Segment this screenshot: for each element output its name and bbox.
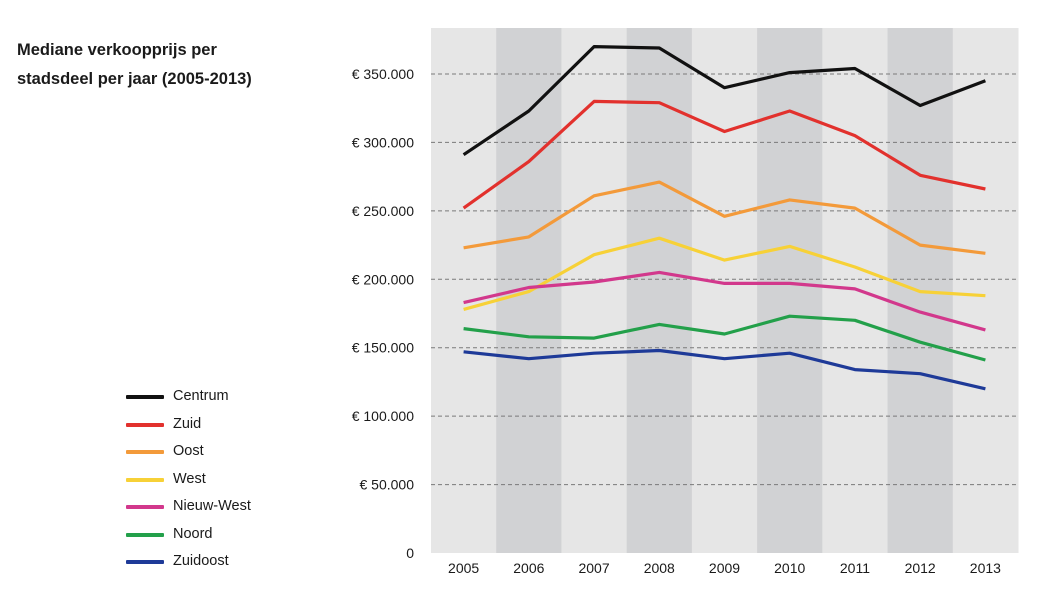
legend-label: Zuid (173, 415, 202, 432)
series-line-zuid (462, 99, 986, 210)
year-band-2008 (626, 28, 693, 553)
series-line-zuidoost (463, 348, 986, 391)
legend-label: Nieuw-West (173, 498, 251, 514)
x-tick-label: 2008 (644, 560, 675, 576)
legend-label: Noord (173, 525, 213, 542)
y-tick-label: € 350.000 (352, 66, 414, 82)
series-line-oost (463, 180, 986, 255)
legend-swatch (126, 505, 164, 509)
chart-title-line-1: Mediane verkoopprijs per (17, 41, 217, 59)
legend-swatch (126, 395, 164, 399)
x-tick-label: 2006 (513, 560, 544, 576)
x-tick-label: 2012 (905, 560, 936, 576)
x-tick-label: 2013 (970, 560, 1001, 576)
year-band-2005 (431, 28, 497, 553)
series-line-west (463, 236, 986, 311)
y-tick-label: € 250.000 (352, 203, 414, 219)
series-line-centrum (462, 44, 986, 157)
y-tick-label: € 300.000 (352, 134, 414, 150)
x-tick-label: 2011 (840, 560, 870, 576)
series-line-noord (463, 314, 986, 362)
legend-swatch (126, 450, 164, 454)
legend-swatch (126, 422, 164, 427)
year-band-2007 (561, 28, 628, 553)
legend-label: Zuidoost (173, 553, 229, 569)
chart-title: Mediane verkoopprijs per stadsdeel per j… (17, 36, 317, 94)
series-line-nieuw-west (463, 270, 986, 332)
y-tick-label: € 200.000 (352, 271, 414, 287)
legend-label: West (173, 470, 206, 487)
y-tick-label: € 100.000 (352, 408, 414, 424)
y-tick-label: € 150.000 (352, 340, 414, 356)
y-tick-label: € 50.000 (360, 477, 415, 493)
year-band-2009 (691, 28, 758, 553)
x-tick-label: 2009 (709, 560, 740, 576)
legend-swatch (126, 560, 164, 564)
legend-swatch (126, 477, 164, 482)
legend-label: Oost (173, 443, 204, 459)
y-tick-label: 0 (406, 545, 414, 561)
x-tick-label: 2010 (774, 560, 805, 576)
legend-label: Centrum (173, 388, 229, 404)
legend-swatch (126, 532, 164, 537)
chart-title-line-2: stadsdeel per jaar (2005-2013) (17, 70, 252, 88)
year-band-2010 (757, 28, 823, 553)
x-tick-label: 2007 (578, 560, 609, 576)
year-band-2013 (952, 28, 1019, 553)
x-tick-label: 2005 (448, 560, 479, 576)
